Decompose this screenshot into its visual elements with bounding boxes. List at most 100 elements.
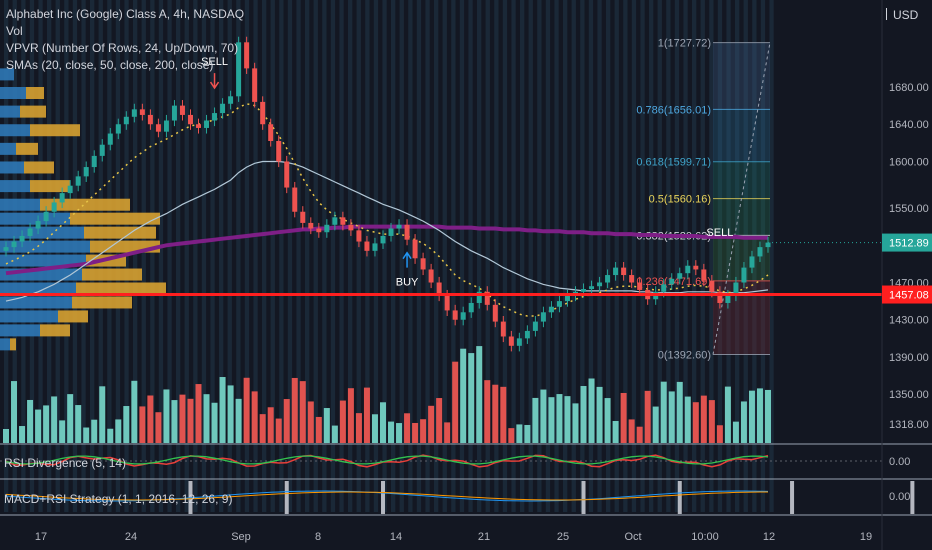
candle-body xyxy=(187,114,193,125)
macd-signal-bar xyxy=(284,481,289,514)
session-stripe xyxy=(520,0,525,512)
time-axis-tick: 19 xyxy=(860,531,872,543)
rsi-pane-label[interactable]: RSI Divergence (5, 14) xyxy=(4,456,127,470)
candle-body xyxy=(67,185,73,194)
volume-bar xyxy=(716,425,723,443)
session-stripe xyxy=(537,0,542,512)
vpvr-indicator-label[interactable]: VPVR (Number Of Rows, 24, Up/Down, 70) xyxy=(6,41,239,55)
volume-bar xyxy=(347,388,354,443)
volume-bar xyxy=(371,414,378,443)
chart-legend: Alphabet Inc (Google) Class A, 4h, NASDA… xyxy=(6,6,244,74)
volume-bar xyxy=(123,406,130,443)
session-stripe xyxy=(227,0,232,512)
candle-body xyxy=(276,140,282,162)
volume-bar xyxy=(315,416,322,443)
volume-bar xyxy=(171,400,178,443)
vpvr-down-bar xyxy=(58,310,88,323)
volume-bar xyxy=(452,361,459,443)
buy-arrow xyxy=(402,251,412,268)
candle-body xyxy=(476,291,482,303)
sma-indicator-label[interactable]: SMAs (20, close, 50, close, 200, close) xyxy=(6,58,214,72)
vpvr-up-bar xyxy=(0,282,76,295)
sell-arrow xyxy=(209,73,220,90)
volume-bar xyxy=(163,389,170,443)
candle-body xyxy=(661,284,667,292)
sma200-line xyxy=(5,224,768,276)
vpvr-up-bar xyxy=(0,161,24,174)
volume-bar xyxy=(468,353,475,443)
session-stripe xyxy=(348,0,353,512)
time-axis-tick: 24 xyxy=(125,531,137,543)
volume-bar xyxy=(684,396,691,443)
session-stripe xyxy=(468,0,473,512)
volume-bar xyxy=(636,426,643,443)
macd-signal-line xyxy=(5,491,768,501)
candle-body xyxy=(749,256,755,268)
volume-bar xyxy=(219,377,226,443)
volume-bar xyxy=(660,381,667,443)
candle-body xyxy=(59,193,65,203)
candle-body xyxy=(139,109,145,115)
candle-body xyxy=(613,267,619,276)
candle-body xyxy=(757,247,763,257)
volume-bar xyxy=(147,395,154,443)
candle-body xyxy=(107,133,113,145)
candle-body xyxy=(19,235,25,242)
session-stripe xyxy=(554,0,559,512)
volume-bar xyxy=(155,412,162,443)
session-stripe xyxy=(167,0,172,512)
volume-indicator-label[interactable]: Vol xyxy=(6,24,23,38)
session-stripe xyxy=(382,0,387,512)
candle-body xyxy=(709,280,715,292)
sell-signal-label: SELL xyxy=(706,227,733,239)
session-stripe xyxy=(322,0,327,512)
macd-signal-bar xyxy=(790,481,795,514)
vpvr-down-bar xyxy=(72,296,132,309)
volume-bars xyxy=(3,346,771,443)
volume-bar xyxy=(524,424,531,443)
session-stripe xyxy=(769,0,774,512)
candle-body xyxy=(741,267,747,283)
volume-bar xyxy=(484,380,491,443)
session-stripe xyxy=(511,0,516,512)
candle-body xyxy=(436,282,442,296)
volume-bar xyxy=(227,385,234,443)
fib-band xyxy=(713,161,770,199)
session-stripe xyxy=(735,0,740,512)
volume-bar xyxy=(35,409,42,443)
volume-bar xyxy=(548,397,555,443)
volume-bar xyxy=(211,402,218,443)
vpvr-up-bar xyxy=(0,226,84,239)
currency-selector[interactable]: USD xyxy=(886,8,918,22)
vpvr-up-bar xyxy=(0,324,40,337)
candle-body xyxy=(51,202,57,212)
session-stripe xyxy=(571,0,576,512)
volume-bar xyxy=(363,387,370,443)
candle-body xyxy=(171,105,177,121)
volume-bar xyxy=(267,407,274,443)
candle-body xyxy=(27,228,33,236)
vpvr-down-bar xyxy=(76,282,166,295)
candle-body xyxy=(212,113,218,121)
candle-body xyxy=(669,278,675,285)
session-stripe xyxy=(614,0,619,512)
candle-body xyxy=(508,336,514,346)
session-stripe xyxy=(588,0,594,512)
vpvr-down-bar xyxy=(40,324,70,337)
candle-body xyxy=(260,101,266,125)
macd-signal-bar xyxy=(910,481,915,514)
session-stripe xyxy=(451,0,456,512)
candle-body xyxy=(163,120,169,132)
last-price-tag-bg xyxy=(882,233,932,252)
rsi-line xyxy=(5,454,769,468)
volume-bar xyxy=(628,419,635,443)
volume-bar xyxy=(476,346,483,443)
candle-body xyxy=(725,295,731,303)
candle-body xyxy=(621,267,627,276)
volume-bar xyxy=(355,413,362,443)
macd-pane-label[interactable]: MACD+RSI Strategy (1, 1, 2016, 12, 26, 9… xyxy=(4,492,233,506)
symbol-title[interactable]: Alphabet Inc (Google) Class A, 4h, NASDA… xyxy=(6,7,245,21)
line-price-tag-text: 1457.08 xyxy=(889,290,929,302)
